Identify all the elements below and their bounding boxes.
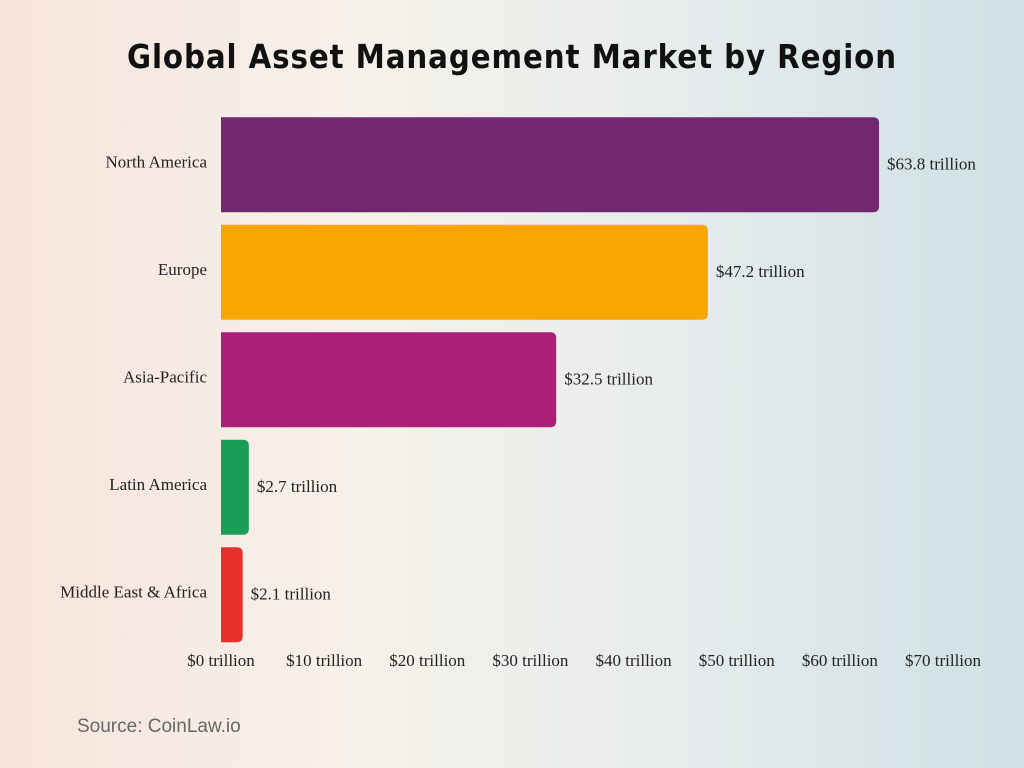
bar <box>221 439 249 535</box>
bar <box>221 224 708 320</box>
x-tick-label: $70 trillion <box>905 651 982 670</box>
value-label: $32.5 trillion <box>564 370 653 389</box>
y-tick-label: Middle East & Africa <box>60 583 207 602</box>
x-tick-label: $50 trillion <box>699 651 776 670</box>
x-tick-label: $10 trillion <box>286 651 363 670</box>
x-tick-label: $40 trillion <box>596 651 673 670</box>
bar <box>221 547 243 643</box>
x-tick-label: $30 trillion <box>492 651 569 670</box>
y-tick-label: Europe <box>158 260 207 279</box>
bar <box>221 117 880 213</box>
y-tick-label: Latin America <box>109 475 207 494</box>
x-tick-label: $20 trillion <box>389 651 466 670</box>
value-label: $2.7 trillion <box>257 477 338 496</box>
source: Source: CoinLaw.io <box>77 716 241 737</box>
x-tick-label: $60 trillion <box>802 651 879 670</box>
bar <box>221 332 557 428</box>
y-tick-label: Asia-Pacific <box>123 368 207 387</box>
y-tick-label: North America <box>106 153 208 172</box>
value-label: $2.1 trillion <box>251 585 332 604</box>
chart-title: Global Asset Management Market by Region <box>127 37 897 76</box>
value-label: $47.2 trillion <box>716 262 805 281</box>
value-label: $63.8 trillion <box>887 155 976 174</box>
x-tick-label: $0 trillion <box>187 651 255 670</box>
